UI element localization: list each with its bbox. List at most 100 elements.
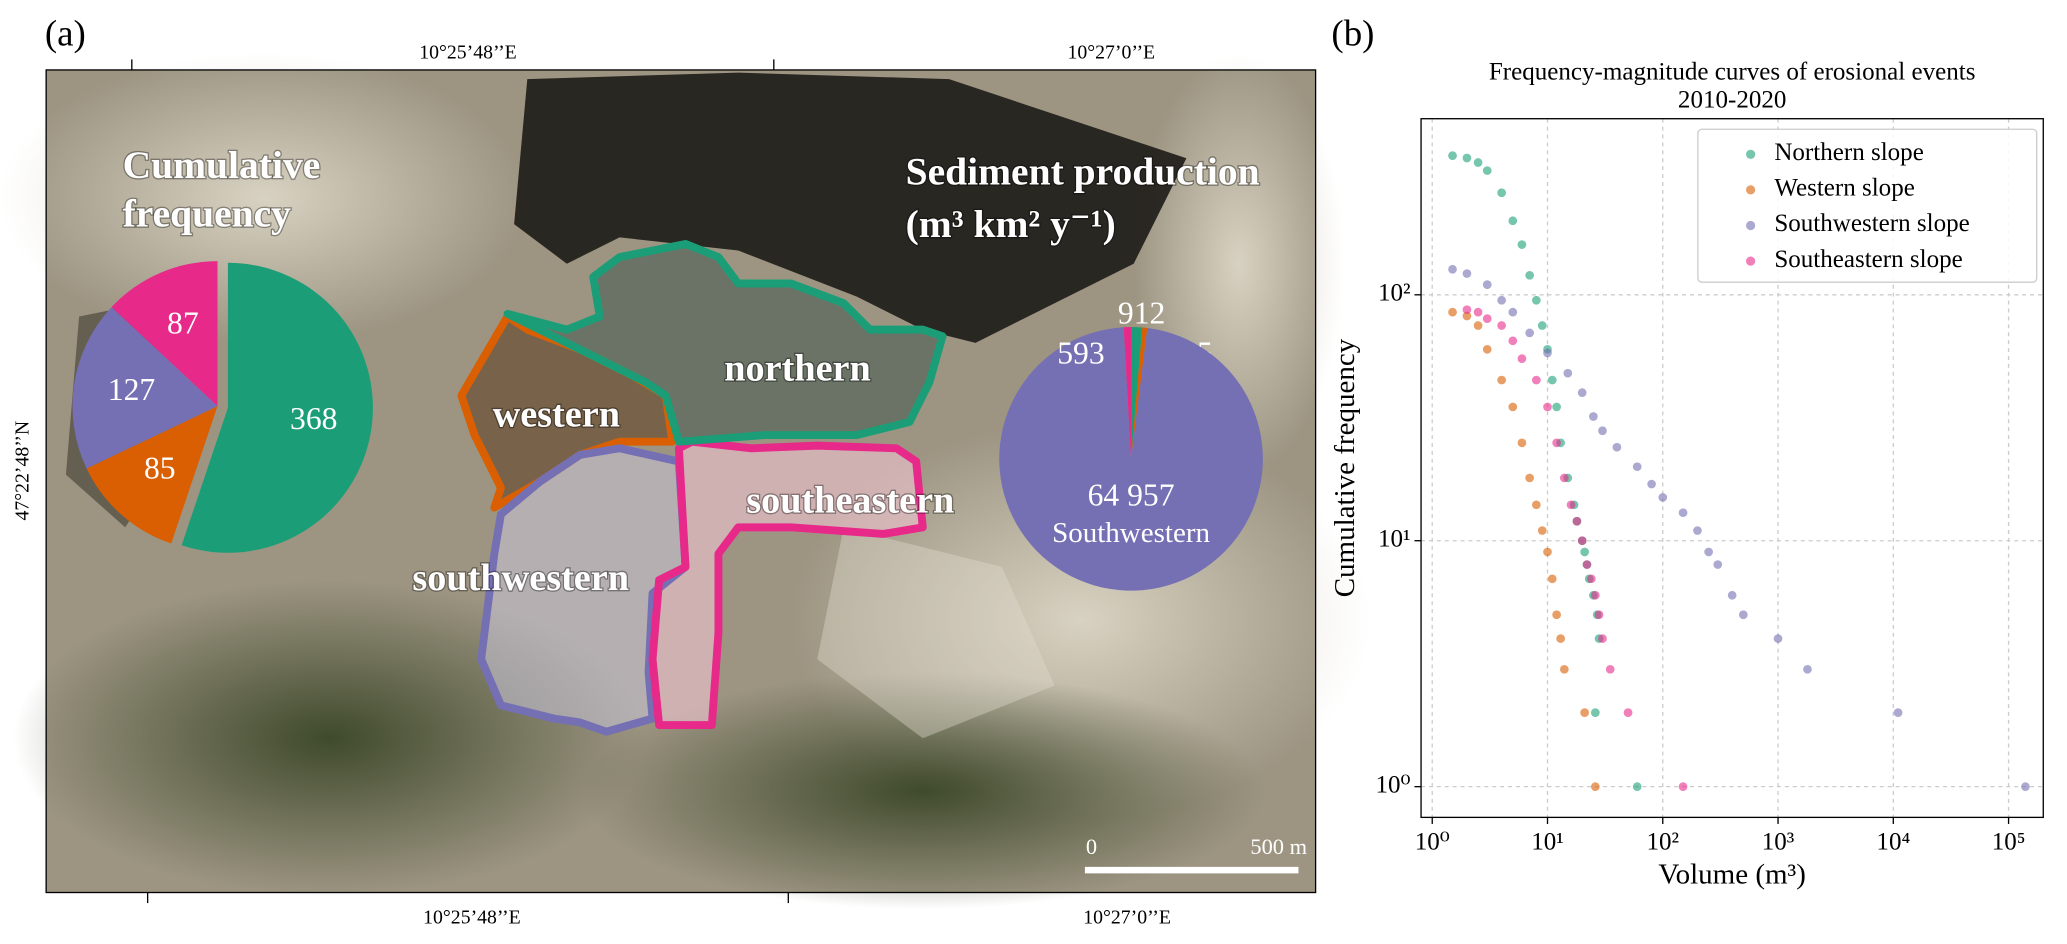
scatter-point xyxy=(1559,664,1569,674)
region-label: southeastern xyxy=(746,479,954,521)
pie-slice xyxy=(86,406,218,544)
scatter-point xyxy=(1704,547,1713,557)
scatter-point xyxy=(1577,536,1587,546)
x-tick-label: 10⁵ xyxy=(1992,828,2026,855)
panel-label: (a) xyxy=(45,12,86,54)
scatter-point xyxy=(1598,426,1607,436)
scatter-point xyxy=(1566,500,1576,510)
scatter-point xyxy=(1462,305,1472,315)
scatter-point xyxy=(1589,412,1598,421)
scatter-point xyxy=(1531,500,1541,510)
pie-value-label: 87 xyxy=(167,306,199,341)
scatter-point xyxy=(1543,402,1552,412)
pie-slice xyxy=(111,261,218,407)
pie-slice xyxy=(999,327,1263,591)
pie-value-label: 64 957 xyxy=(1088,478,1175,513)
scatter-point xyxy=(2021,782,2030,792)
pie-category-label: Southwestern xyxy=(1052,517,1210,549)
scatter-point xyxy=(1713,560,1723,569)
region-label: northern xyxy=(724,348,871,390)
pie-slice xyxy=(1123,326,1132,459)
scatter-point xyxy=(1552,402,1561,412)
scatter-point xyxy=(1594,610,1604,620)
pie-title: (m³ km² y⁻¹) xyxy=(906,202,1116,246)
scatter-point xyxy=(1552,438,1561,448)
scatter-point xyxy=(1580,547,1589,557)
legend-marker xyxy=(1746,149,1756,159)
scatter-point xyxy=(1598,634,1607,643)
x-tick-label: 10² xyxy=(1646,828,1679,855)
scatter-point xyxy=(1525,328,1534,338)
scatter-point xyxy=(1517,354,1527,363)
southwestern-outline xyxy=(477,444,690,736)
plot-frame xyxy=(1420,118,2044,819)
scatter-point xyxy=(1531,295,1541,305)
x-tick-label: 10⁴ xyxy=(1876,828,1910,855)
scatter-point xyxy=(1612,442,1622,452)
scatter-point xyxy=(1482,166,1492,175)
pie-title: Sediment production xyxy=(906,149,1260,193)
scatter-point xyxy=(1658,493,1668,502)
scatter-point xyxy=(1623,708,1633,717)
scatter-point xyxy=(1773,634,1783,643)
scatter-point xyxy=(1647,479,1656,489)
scatter-point xyxy=(1497,321,1506,330)
scatter-point xyxy=(1448,264,1457,274)
scatter-point xyxy=(1462,311,1472,321)
scatter-point xyxy=(1577,388,1587,398)
scatter-point xyxy=(1678,508,1688,518)
pie-slice xyxy=(181,262,373,553)
region-label: southwestern xyxy=(412,557,629,599)
scatter-point xyxy=(1525,473,1534,483)
scatter-point xyxy=(1482,345,1492,354)
scatter-point xyxy=(1632,782,1642,792)
pie-value-label: 368 xyxy=(290,401,337,436)
coord-label: 10°27’0’’E xyxy=(1083,906,1171,928)
legend-label: Western slope xyxy=(1774,175,1914,202)
northern-outline xyxy=(503,239,947,446)
pie-value-label: 912 xyxy=(1118,296,1165,331)
scatter-point xyxy=(1473,307,1483,317)
x-axis-label: Volume (m³) xyxy=(1658,858,1806,890)
y-axis-label: Cumulative frequency xyxy=(1329,338,1361,597)
scatter-point xyxy=(1482,280,1492,289)
scatter-point xyxy=(1497,188,1506,198)
scale-label: 500 m xyxy=(1250,834,1307,859)
scatter-point xyxy=(1893,708,1903,717)
pie-title: frequency xyxy=(123,192,292,236)
coord-label: 47°22’48’’N xyxy=(11,421,33,521)
scatter-point xyxy=(1563,368,1573,378)
legend-label: Southwestern slope xyxy=(1774,210,1969,237)
pie-slice xyxy=(1131,326,1143,459)
legend-marker xyxy=(1746,256,1756,266)
coord-label: 10°25’48’’E xyxy=(419,42,517,64)
scatter-point xyxy=(1462,153,1472,163)
scatter-point xyxy=(1473,321,1483,330)
scatter-point xyxy=(1497,375,1506,385)
scatter-point xyxy=(1678,782,1688,792)
y-tick-label: 10¹ xyxy=(1378,525,1411,552)
scatter-point xyxy=(1531,375,1541,385)
chart-title: 2010-2020 xyxy=(1678,86,1786,113)
legend-marker xyxy=(1746,220,1756,231)
scatter-point xyxy=(1559,473,1569,483)
scatter-point xyxy=(1508,402,1518,412)
scatter-point xyxy=(1543,547,1552,557)
scatter-point xyxy=(1580,708,1589,717)
scatter-point xyxy=(1508,216,1518,226)
pie-value-label: 85 xyxy=(144,450,176,485)
scatter-point xyxy=(1547,375,1557,385)
scatter-point xyxy=(1803,664,1812,674)
scatter-point xyxy=(1508,336,1518,346)
scatter-point xyxy=(1517,438,1527,448)
scatter-point xyxy=(1473,158,1483,167)
scatter-point xyxy=(1482,314,1492,323)
scatter-point xyxy=(1572,516,1582,526)
scatter-point xyxy=(1556,634,1565,643)
scatter-point xyxy=(1525,270,1534,280)
scatter-point xyxy=(1537,321,1547,330)
scatter-point xyxy=(1590,590,1600,600)
region-label: western xyxy=(493,394,620,436)
y-tick-label: 10⁰ xyxy=(1375,771,1410,798)
